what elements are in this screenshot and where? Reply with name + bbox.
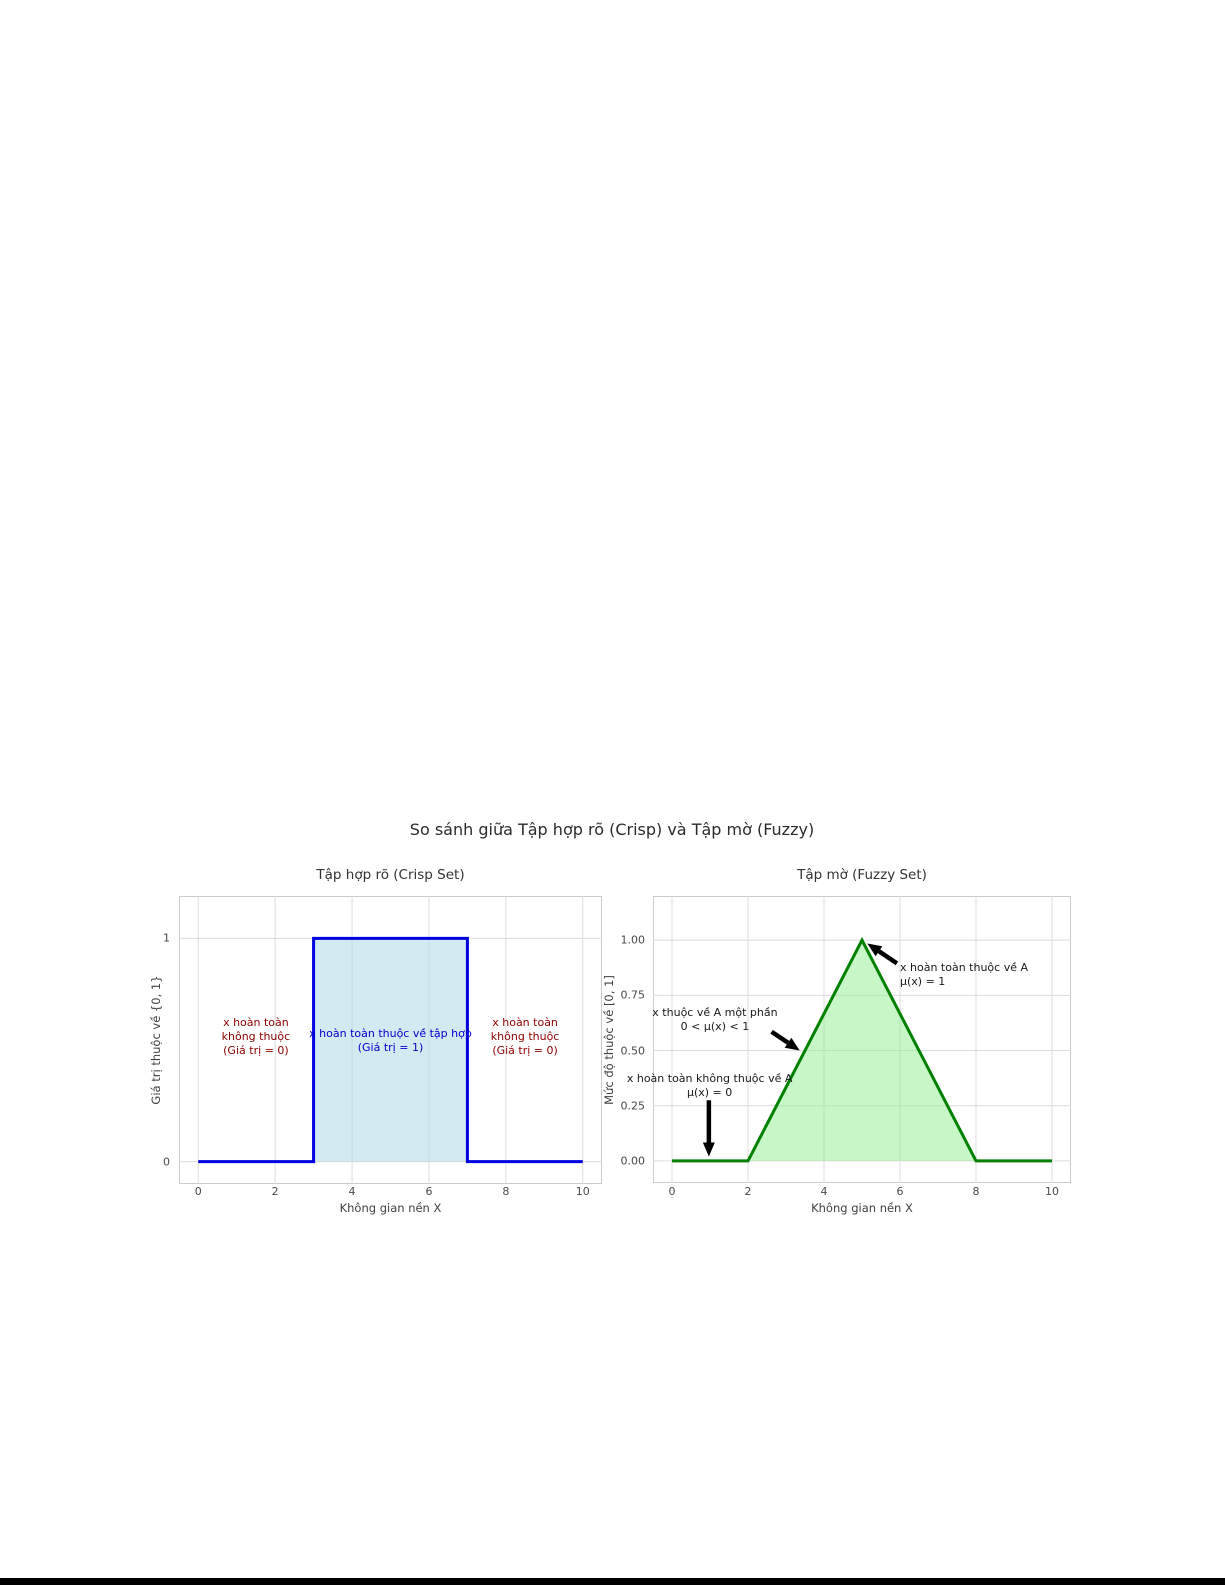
y-tick-label: 0.00 bbox=[620, 1154, 646, 1168]
crisp-membership-line bbox=[198, 936, 583, 1164]
x-axis-label: Không gian nền X bbox=[339, 1201, 442, 1215]
plot-svg bbox=[179, 896, 602, 1184]
x-tick-label: 2 bbox=[271, 1185, 279, 1198]
annotation-text: x hoàn toàn không thuộc (Giá trị = 0) bbox=[490, 1015, 560, 1057]
y-axis-label: Giá trị thuộc về {0, 1} bbox=[149, 975, 163, 1105]
y-axis-label: Mức độ thuộc về [0, 1] bbox=[602, 974, 616, 1105]
annotation-text: x hoàn toàn không thuộc (Giá trị = 0) bbox=[221, 1015, 291, 1057]
annotation-text: x hoàn toàn không thuộc về A μ(x) = 0 bbox=[626, 1071, 793, 1099]
annotation-text: x hoàn toàn thuộc về tập hợp (Giá trị = … bbox=[309, 1027, 472, 1055]
chart-title: Tập mờ (Fuzzy Set) bbox=[797, 867, 927, 883]
x-axis-label: Không gian nền X bbox=[811, 1201, 913, 1215]
annotation-arrow-shaft bbox=[877, 949, 899, 966]
annotation-arrow-head bbox=[784, 1037, 800, 1051]
annotation-text: x thuộc về A một phần 0 < μ(x) < 1 bbox=[652, 1005, 778, 1033]
x-tick-label: 8 bbox=[972, 1185, 980, 1198]
x-tick-label: 0 bbox=[194, 1185, 202, 1198]
crisp-membership-fill bbox=[198, 938, 583, 1162]
bottom-bar bbox=[0, 1578, 1225, 1585]
annotation-arrow-head bbox=[702, 1142, 715, 1157]
x-tick-label: 10 bbox=[1045, 1185, 1059, 1198]
y-tick-label: 0.50 bbox=[620, 1044, 646, 1058]
x-tick-label: 2 bbox=[744, 1185, 752, 1198]
fuzzy-membership-fill bbox=[672, 940, 1052, 1161]
annotation-text: x hoàn toàn thuộc về A μ(x) = 1 bbox=[900, 961, 1028, 989]
x-tick-label: 0 bbox=[668, 1185, 676, 1198]
figure-title: So sánh giữa Tập hợp rõ (Crisp) và Tập m… bbox=[409, 820, 815, 839]
fuzzy-membership-line bbox=[672, 936, 1052, 1163]
y-tick-label: 0.75 bbox=[620, 988, 646, 1002]
x-tick-label: 4 bbox=[820, 1185, 828, 1198]
x-tick-label: 8 bbox=[502, 1185, 510, 1198]
chart-title: Tập hợp rõ (Crisp Set) bbox=[316, 867, 465, 883]
plot-svg bbox=[653, 896, 1071, 1183]
y-tick-label: 0.25 bbox=[620, 1099, 646, 1113]
y-tick-label: 1.00 bbox=[620, 933, 646, 947]
x-tick-label: 10 bbox=[575, 1185, 590, 1198]
x-tick-label: 6 bbox=[896, 1185, 904, 1198]
annotation-arrow-head bbox=[867, 943, 883, 957]
y-tick-label: 1 bbox=[163, 931, 170, 945]
x-tick-label: 4 bbox=[348, 1185, 356, 1198]
x-tick-label: 6 bbox=[425, 1185, 433, 1198]
y-tick-label: 0 bbox=[163, 1155, 170, 1169]
annotation-arrow-shaft bbox=[770, 1029, 790, 1045]
